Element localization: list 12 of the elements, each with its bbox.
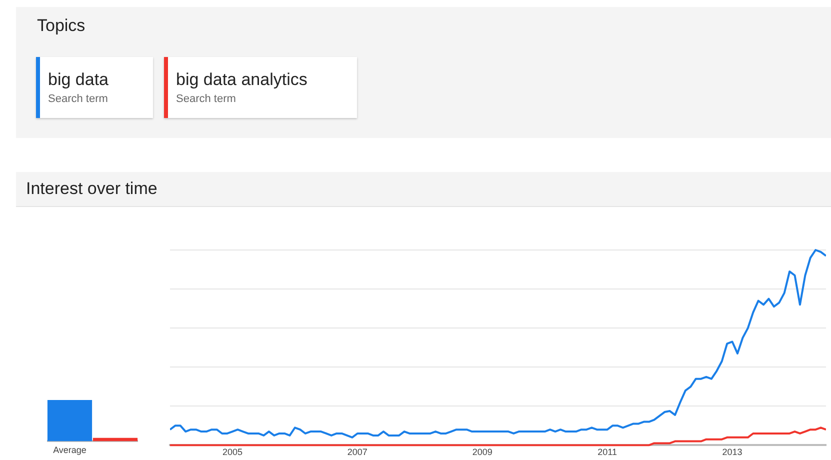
x-tick-label: Average — [53, 445, 86, 456]
legend-label: big data — [48, 70, 108, 90]
text: Search term — [48, 93, 108, 105]
x-tick-label: 2013 — [722, 447, 742, 458]
chart-title: Interest over time — [26, 179, 158, 199]
legend-title: Topics — [37, 16, 86, 36]
x-tick-label: 2009 — [472, 447, 492, 458]
legend-label: big data analytics — [176, 70, 308, 90]
x-tick-label: 2007 — [347, 447, 368, 458]
x-tick-label: 2005 — [222, 447, 242, 458]
x-tick-label: 2011 — [598, 447, 618, 458]
text: Search term — [176, 93, 236, 105]
